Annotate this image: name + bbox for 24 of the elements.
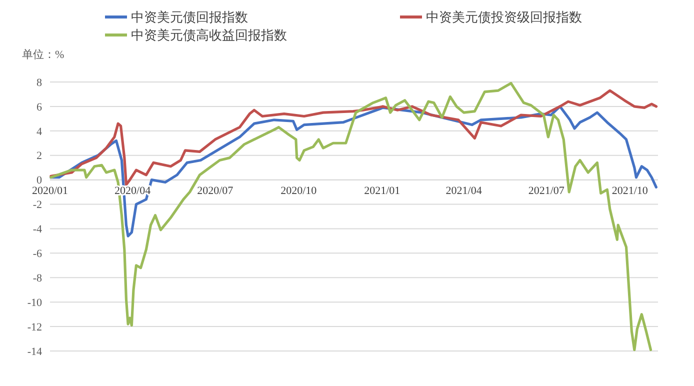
line-series <box>50 89 658 186</box>
x-tick-label: 2020/10 <box>280 184 318 197</box>
legend-label: 中资美元债回报指数 <box>131 10 248 25</box>
y-tick-label: 0 <box>36 174 42 187</box>
x-tick-label: 2021/04 <box>446 184 482 197</box>
y-tick-label: -6 <box>32 248 42 260</box>
y-tick-label: 2 <box>36 150 42 162</box>
x-tick-label: 2020/07 <box>197 184 234 197</box>
x-tick-label: 2021/01 <box>364 184 400 197</box>
legend-label: 中资美元债投资级回报指数 <box>426 10 582 25</box>
y-tick-label: -8 <box>32 272 42 284</box>
x-tick-label: 2021/10 <box>612 184 648 197</box>
y-tick-label: 6 <box>36 101 42 114</box>
x-tick-label: 2021/07 <box>528 184 565 197</box>
y-tick-label: -4 <box>32 224 42 236</box>
y-tick-label: -2 <box>32 199 42 212</box>
y-tick-label: -14 <box>27 346 42 358</box>
y-tick-label: 8 <box>36 76 42 89</box>
y-tick-label: 4 <box>36 126 42 138</box>
x-tick-label: 2020/01 <box>32 184 68 197</box>
y-tick-label: -12 <box>27 321 42 334</box>
legend-label: 中资美元债高收益回报指数 <box>131 28 287 43</box>
y-tick-label: -10 <box>27 296 42 309</box>
y-axis-title: 单位：% <box>22 48 64 61</box>
